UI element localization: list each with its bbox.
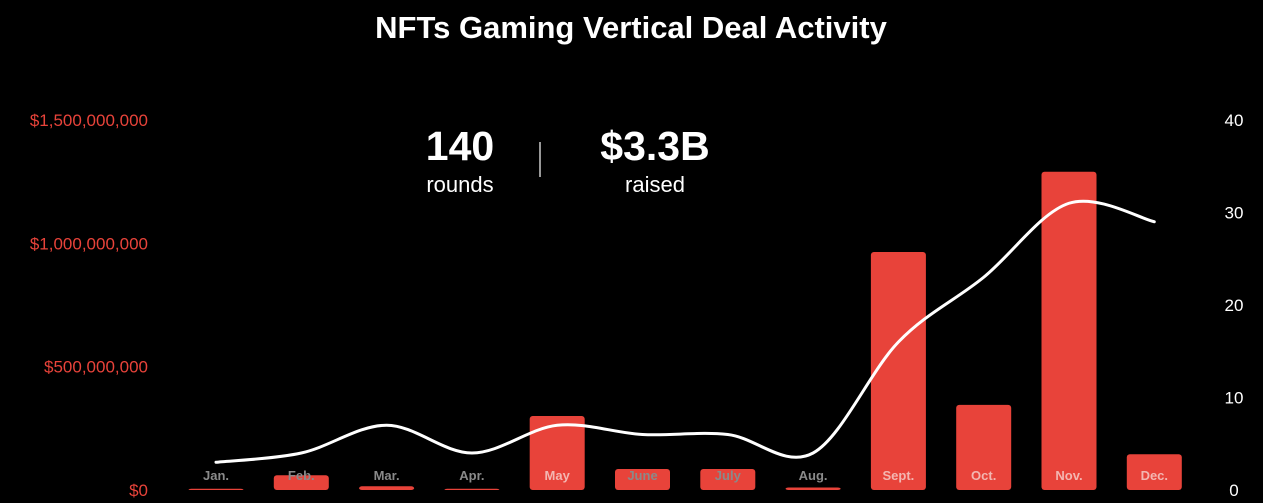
stat-rounds: 140 rounds [426, 123, 494, 197]
category-label: Sept. [883, 468, 915, 483]
line-series [214, 199, 1156, 464]
bar-series [188, 171, 1182, 491]
right-tick-label: 20 [1225, 296, 1244, 315]
bar-nov [1041, 171, 1097, 491]
left-tick-label: $1,500,000,000 [30, 111, 148, 130]
bar-jan [188, 488, 244, 490]
category-label: May [545, 468, 571, 483]
right-tick-label: 30 [1225, 204, 1244, 223]
category-label: June [627, 468, 657, 483]
stat-rounds-caption: rounds [426, 172, 493, 197]
category-label: Dec. [1141, 468, 1168, 483]
right-tick-label: 40 [1225, 111, 1244, 130]
left-tick-label: $0 [129, 481, 148, 500]
category-label: Apr. [459, 468, 484, 483]
bar-oct [956, 404, 1012, 490]
category-label: Nov. [1055, 468, 1082, 483]
bar-sept [870, 251, 926, 490]
chart-title: NFTs Gaming Vertical Deal Activity [375, 10, 887, 45]
right-y-axis: 0 10 20 30 40 [1225, 111, 1244, 500]
stat-raised-value: $3.3B [600, 123, 709, 169]
left-tick-label: $1,000,000,000 [30, 234, 148, 253]
bar-may [529, 416, 585, 490]
stat-raised: $3.3B raised [600, 123, 709, 197]
category-label: Jan. [203, 468, 229, 483]
left-tick-label: $500,000,000 [44, 358, 148, 377]
category-label: Oct. [971, 468, 996, 483]
category-label: Aug. [799, 468, 828, 483]
bar-apr [444, 488, 500, 490]
x-axis-labels: Jan. Feb. Mar. Apr. May June July Aug. Sept. Oct.… [203, 468, 1168, 483]
stat-rounds-value: 140 [426, 123, 494, 169]
bar-dec [1126, 454, 1182, 490]
right-tick-label: 0 [1229, 481, 1238, 500]
left-y-axis: $0 $500,000,000 $1,000,000,000 $1,500,000,0… [30, 111, 148, 500]
bar-july [700, 469, 756, 490]
bar-june [615, 469, 670, 490]
category-label: July [715, 468, 742, 483]
category-label: Mar. [374, 468, 400, 483]
bar-mar [359, 486, 415, 490]
bar-feb [273, 475, 329, 490]
bar-aug [785, 487, 841, 490]
category-label: Feb. [288, 468, 315, 483]
right-tick-label: 10 [1225, 389, 1244, 408]
stat-raised-caption: raised [625, 172, 685, 197]
deal-count-line [214, 199, 1156, 464]
